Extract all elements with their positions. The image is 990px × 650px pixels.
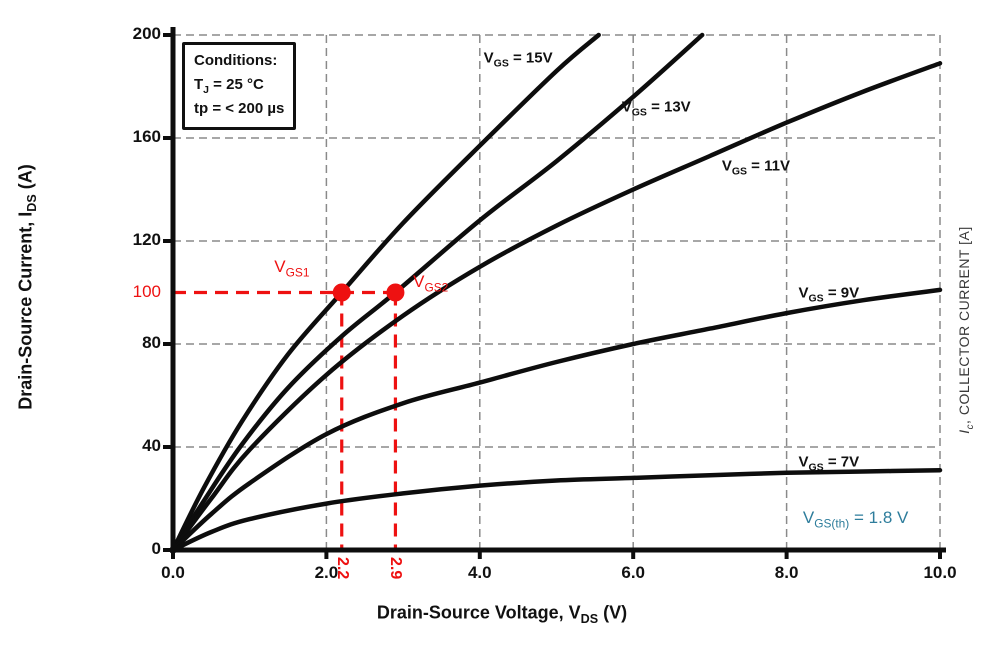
plot-area [163, 27, 946, 559]
output-characteristics-chart: Conditions: TJ = 25 °C tp = < 200 µs Dra… [16, 24, 976, 625]
